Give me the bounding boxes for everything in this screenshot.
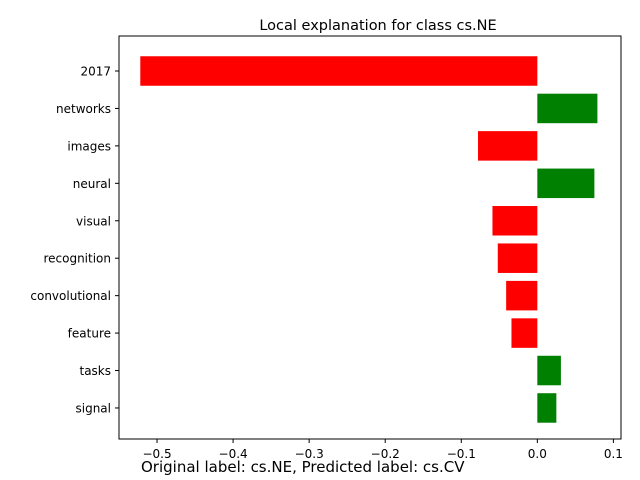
bar-convolutional (506, 280, 538, 311)
y-tick-label: visual (76, 214, 111, 228)
y-tick-label: convolutional (30, 289, 111, 303)
bar-feature (511, 318, 538, 348)
x-tick-label: −0.3 (295, 447, 324, 461)
y-tick-label: networks (56, 102, 111, 116)
bar-tasks (537, 355, 561, 386)
chart-title: Local explanation for class cs.NE (259, 18, 496, 34)
x-tick-label: −0.4 (219, 447, 248, 461)
bar-images (478, 131, 538, 161)
label-caption: Original label: cs.NE, Predicted label: … (141, 458, 465, 476)
y-tick-label: signal (76, 401, 112, 415)
bar-signal (537, 393, 557, 423)
y-tick-label: feature (68, 327, 111, 341)
x-tick-label: 0.0 (528, 447, 547, 461)
x-tick-label: −0.1 (447, 447, 476, 461)
y-tick-label: tasks (79, 364, 111, 378)
bar-recognition (497, 243, 538, 273)
y-tick-label: recognition (43, 252, 111, 266)
y-tick-label: neural (73, 177, 111, 191)
bar-neural (537, 168, 595, 199)
plot-frame (118, 35, 622, 440)
x-tick-label: 0.1 (604, 447, 623, 461)
bar-networks (537, 93, 598, 124)
bar-visual (492, 206, 538, 236)
x-tick-label: −0.5 (142, 447, 171, 461)
y-tick-label: 2017 (80, 65, 111, 79)
x-tick-label: −0.2 (371, 447, 400, 461)
bar-2017 (140, 56, 538, 86)
y-tick-label: images (67, 139, 111, 153)
